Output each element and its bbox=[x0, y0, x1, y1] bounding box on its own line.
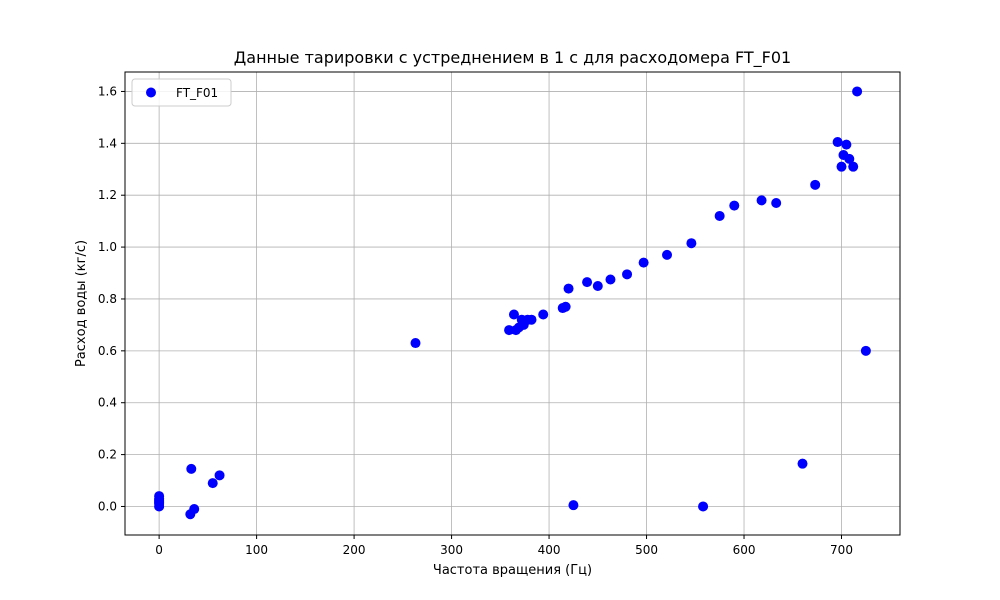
y-tick-label: 1.0 bbox=[98, 240, 117, 254]
x-axis-label: Частота вращения (Гц) bbox=[433, 563, 592, 578]
legend-box bbox=[131, 78, 232, 107]
data-point bbox=[189, 504, 200, 515]
data-point bbox=[508, 309, 519, 320]
x-tick-label: 500 bbox=[635, 543, 658, 557]
legend: FT_F01 bbox=[131, 78, 232, 107]
data-point bbox=[154, 497, 165, 508]
data-point bbox=[214, 470, 225, 481]
x-tick-label: 700 bbox=[830, 543, 853, 557]
data-point bbox=[848, 161, 859, 172]
data-point bbox=[207, 478, 218, 489]
y-axis-label: Расход воды (кг/с) bbox=[74, 240, 89, 367]
grid-lines bbox=[125, 72, 900, 535]
data-point bbox=[729, 200, 740, 211]
data-point bbox=[756, 195, 767, 206]
data-point bbox=[410, 338, 421, 349]
y-tick-label: 0.0 bbox=[98, 499, 117, 513]
y-tick-label: 1.2 bbox=[98, 188, 117, 202]
chart-title: Данные тарировки с устреднением в 1 с дл… bbox=[234, 48, 791, 68]
x-tick-label: 200 bbox=[343, 543, 366, 557]
x-tick-label: 300 bbox=[440, 543, 463, 557]
axis-ticks: 0 100 200 300 400 500 600 700 0.0 0.2 0.4 0.6 0.8 1.0… bbox=[98, 84, 853, 557]
data-point bbox=[841, 139, 852, 150]
x-tick-label: 400 bbox=[538, 543, 561, 557]
data-point bbox=[714, 210, 725, 221]
data-point bbox=[810, 179, 821, 190]
data-point bbox=[852, 86, 863, 97]
data-point bbox=[638, 257, 649, 268]
data-point bbox=[860, 345, 871, 356]
x-tick-label: 100 bbox=[245, 543, 268, 557]
data-point bbox=[568, 500, 579, 511]
data-point bbox=[698, 501, 709, 512]
y-tick-label: 0.8 bbox=[98, 292, 117, 306]
x-tick-label: 0 bbox=[155, 543, 163, 557]
y-tick-label: 0.4 bbox=[98, 396, 117, 410]
y-tick-label: 0.2 bbox=[98, 448, 117, 462]
data-point bbox=[836, 161, 847, 172]
data-point bbox=[662, 249, 673, 260]
data-point bbox=[605, 274, 616, 285]
y-tick-label: 1.4 bbox=[98, 136, 117, 150]
data-point bbox=[560, 301, 571, 312]
y-tick-label: 1.6 bbox=[98, 84, 117, 98]
data-point bbox=[582, 277, 593, 288]
data-point bbox=[771, 197, 782, 208]
data-point bbox=[686, 238, 697, 249]
data-point bbox=[563, 283, 574, 294]
y-tick-label: 0.6 bbox=[98, 344, 117, 358]
data-point bbox=[526, 314, 537, 325]
data-point bbox=[832, 137, 843, 148]
data-point bbox=[186, 463, 197, 474]
legend-marker bbox=[146, 87, 156, 98]
data-points bbox=[154, 86, 871, 520]
data-point bbox=[538, 309, 549, 320]
data-point bbox=[797, 458, 808, 469]
legend-label: FT_F01 bbox=[176, 86, 218, 100]
plot-area-frame bbox=[124, 71, 901, 536]
x-tick-label: 600 bbox=[733, 543, 756, 557]
data-point bbox=[622, 269, 633, 280]
data-point bbox=[844, 153, 855, 164]
data-point bbox=[592, 280, 603, 291]
